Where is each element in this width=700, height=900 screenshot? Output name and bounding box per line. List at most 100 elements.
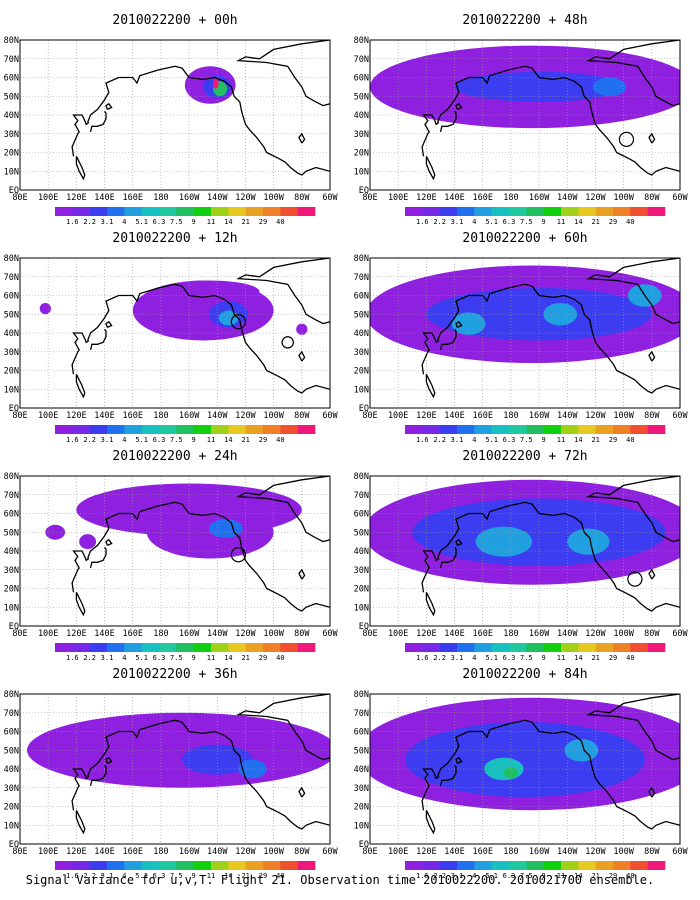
colorbar-swatch xyxy=(595,207,614,216)
colorbar-label: 1.6 xyxy=(416,436,429,444)
colorbar-swatch xyxy=(405,425,423,434)
y-tick-label: 30N xyxy=(354,566,369,576)
x-tick-label: 80E xyxy=(362,193,377,203)
y-tick-label: 10N xyxy=(354,167,369,177)
colorbar-label: 11 xyxy=(557,218,565,226)
coastlines xyxy=(71,40,330,181)
x-tick-label: 80E xyxy=(12,411,27,421)
colorbar-swatch xyxy=(457,643,475,652)
y-tick-label: 80N xyxy=(354,36,369,46)
colorbar-swatch xyxy=(630,207,648,216)
x-tick-label: 180 xyxy=(503,629,518,639)
heatmap-blob xyxy=(412,498,666,566)
x-tick-label: 100E xyxy=(388,847,408,857)
colorbar-label: 9 xyxy=(542,218,546,226)
colorbar-label: 14 xyxy=(224,218,232,226)
coastline xyxy=(586,694,680,761)
colorbar-label: 2.2 xyxy=(83,872,96,880)
colorbar-swatch xyxy=(474,207,492,216)
coastline xyxy=(71,550,90,593)
colorbar-label: 1.6 xyxy=(66,218,79,226)
coastlines xyxy=(71,694,330,835)
colorbar-swatch xyxy=(297,207,316,216)
colorbar-swatch xyxy=(526,643,544,652)
heatmap-blob xyxy=(182,744,253,775)
y-tick-label: 70N xyxy=(4,709,19,719)
colorbar-swatch xyxy=(228,207,246,216)
x-tick-label: 140W xyxy=(207,847,228,857)
y-tick-label: 60N xyxy=(354,292,369,302)
x-tick-label: 80W xyxy=(644,847,660,857)
colorbar-label: 11 xyxy=(207,436,215,444)
colorbar-label: 14 xyxy=(224,654,232,662)
colorbar-label: 4 xyxy=(122,436,126,444)
x-tick-label: 120E xyxy=(416,411,436,421)
colorbar-label: 40 xyxy=(276,654,284,662)
x-tick-label: 60W xyxy=(672,847,688,857)
colorbar-swatch xyxy=(141,207,160,216)
colorbar-label: 9 xyxy=(542,654,546,662)
coastline xyxy=(86,65,330,176)
map-border xyxy=(369,39,681,191)
colorbar-label: 2.2 xyxy=(433,872,446,880)
coastline xyxy=(648,568,656,580)
x-tick-label: 80E xyxy=(12,629,27,639)
coastline xyxy=(298,786,306,798)
colorbar-label: 14 xyxy=(574,436,582,444)
colorbar-label: 6.3 xyxy=(503,872,516,880)
y-tick-label: 20N xyxy=(354,585,369,595)
colorbar-swatch xyxy=(124,425,142,434)
colorbar-label: 7.5 xyxy=(170,872,183,880)
x-tick-label: 60W xyxy=(322,411,338,421)
y-tick-label: 80N xyxy=(4,690,19,700)
colorbar-label: 1.6 xyxy=(66,654,79,662)
y-tick-label: 80N xyxy=(354,254,369,264)
x-tick-label: 80W xyxy=(644,193,660,203)
x-tick-label: 100W xyxy=(263,193,284,203)
coastline xyxy=(439,328,457,351)
y-tick-label: 10N xyxy=(4,385,19,395)
y-tick-label: 10N xyxy=(354,385,369,395)
colorbar-swatch xyxy=(509,643,527,652)
x-tick-label: 60W xyxy=(672,411,688,421)
heatmap-blob xyxy=(218,310,239,326)
colorbar-swatch xyxy=(280,643,298,652)
colorbar-swatch xyxy=(439,643,458,652)
colorbar-label: 29 xyxy=(259,872,267,880)
colorbar-swatch xyxy=(439,207,458,216)
colorbar-label: 40 xyxy=(626,218,634,226)
coastline xyxy=(421,332,440,375)
colorbar-label: 6.3 xyxy=(503,436,516,444)
colorbar-swatch xyxy=(193,207,212,216)
colorbar-swatch xyxy=(509,861,527,870)
y-tick-label: 80N xyxy=(354,472,369,482)
colorbar-label: 2.2 xyxy=(83,436,96,444)
coastline xyxy=(421,768,440,811)
map-frame xyxy=(19,39,331,191)
colorbar-swatch xyxy=(263,425,281,434)
colorbar-label: 7.5 xyxy=(520,218,533,226)
heatmap-blob xyxy=(592,77,627,97)
colorbar-swatch xyxy=(647,861,666,870)
map-border xyxy=(369,693,681,845)
map-border xyxy=(19,693,331,845)
colorbar-swatch xyxy=(647,425,666,434)
x-tick-label: 120W xyxy=(235,193,256,203)
y-tick-label: EQ xyxy=(9,622,19,632)
y-tick-label: 30N xyxy=(354,784,369,794)
gridlines xyxy=(20,476,330,626)
x-tick-label: 140E xyxy=(444,193,464,203)
colorbar-swatch xyxy=(630,643,648,652)
colorbar-swatch xyxy=(228,861,246,870)
colorbar-swatch xyxy=(263,643,281,652)
x-tick-label: 160E xyxy=(472,847,492,857)
colorbar-label: 11 xyxy=(207,872,215,880)
coastline xyxy=(455,320,463,328)
colorbar-label: 3.1 xyxy=(101,872,114,880)
colorbar-label: 21 xyxy=(591,218,599,226)
colorbar-label: 4 xyxy=(472,872,476,880)
x-tick-label: 80W xyxy=(294,629,310,639)
colorbar-swatch xyxy=(107,425,125,434)
colorbar-swatch xyxy=(89,425,108,434)
map-border xyxy=(369,475,681,627)
